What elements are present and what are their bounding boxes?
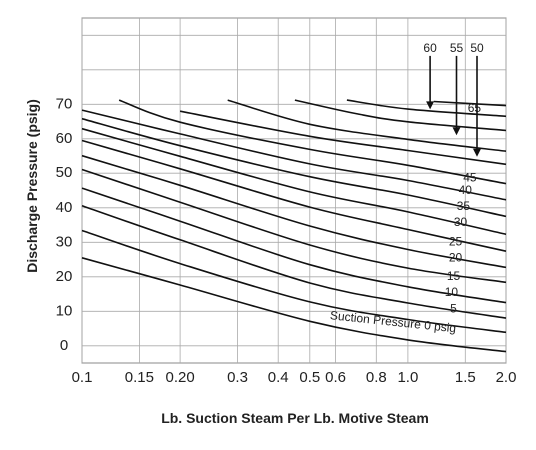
x-tick-label: 0.1: [72, 369, 93, 386]
curve-suction-30: [81, 139, 507, 252]
y-tick-label: 20: [56, 268, 73, 285]
curve-suction-5: [81, 229, 507, 334]
x-tick-label: 0.20: [165, 369, 194, 386]
arrow-head: [473, 148, 481, 157]
y-tick-label: 30: [56, 233, 73, 250]
x-tick-label: 1.5: [455, 369, 476, 386]
curve-suction-10: [81, 204, 507, 319]
y-axis-title: Discharge Pressure (psig): [24, 99, 40, 273]
y-tick-label: 70: [56, 95, 73, 112]
x-tick-label: 1.0: [397, 369, 418, 386]
curve-suction-50: [118, 99, 507, 185]
curve-suction-20: [81, 168, 507, 284]
y-tick-label: 40: [56, 199, 73, 216]
curve-label: 15: [447, 269, 461, 283]
tick-labels: 0.1 0.15 0.20 0.3 0.4 0.5 0.6 0.8 1.0 1.5 2.0 0 10 20…: [56, 95, 517, 386]
x-tick-label: 0.6: [325, 369, 346, 386]
grid: [81, 17, 507, 364]
curve-label: 40: [459, 183, 473, 197]
arrow-head: [452, 127, 461, 136]
curve-label: 20: [449, 251, 463, 265]
y-tick-label: 10: [56, 302, 73, 319]
arrows: 60 55 50: [423, 41, 484, 157]
y-tick-label: 50: [56, 164, 73, 181]
x-tick-label: 0.8: [366, 369, 387, 386]
curve-label: 65: [468, 101, 482, 115]
arrow-label: 60: [423, 41, 437, 55]
curve-suction-65: [294, 99, 507, 132]
x-axis-title: Lb. Suction Steam Per Lb. Motive Steam: [161, 410, 429, 426]
x-tick-label: 0.3: [227, 369, 248, 386]
curve-suction-35: [81, 127, 507, 236]
curves: [81, 99, 507, 353]
curve-suction-25: [81, 154, 507, 269]
arrow-head: [426, 101, 435, 110]
curve-suction-60: [227, 99, 507, 152]
curve-label: 30: [454, 215, 468, 229]
x-tick-label: 2.0: [496, 369, 517, 386]
x-tick-label: 0.5: [299, 369, 320, 386]
curve-suction-0: [81, 257, 507, 353]
arrow-label: 55: [450, 41, 464, 55]
x-tick-label: 0.4: [268, 369, 289, 386]
curve-label: 45: [463, 170, 477, 184]
curve-label: 25: [449, 234, 463, 248]
curve-suction-55: [179, 110, 507, 166]
curve-unlabeled: [346, 99, 507, 118]
curve-suction-40: [81, 117, 507, 218]
y-tick-label: 0: [60, 337, 68, 354]
x-tick-label: 0.15: [125, 369, 154, 386]
curve-label: Suction Pressure 0 psig: [329, 308, 457, 335]
y-tick-label: 60: [56, 130, 73, 147]
arrow-label: 50: [470, 41, 484, 55]
curve-label: 10: [445, 285, 459, 299]
curve-label: 5: [450, 301, 457, 315]
curve-unlabeled: [433, 100, 507, 107]
curve-label: 35: [457, 199, 471, 213]
curve-suction-45: [81, 109, 507, 201]
curve-suction-15: [81, 187, 507, 304]
